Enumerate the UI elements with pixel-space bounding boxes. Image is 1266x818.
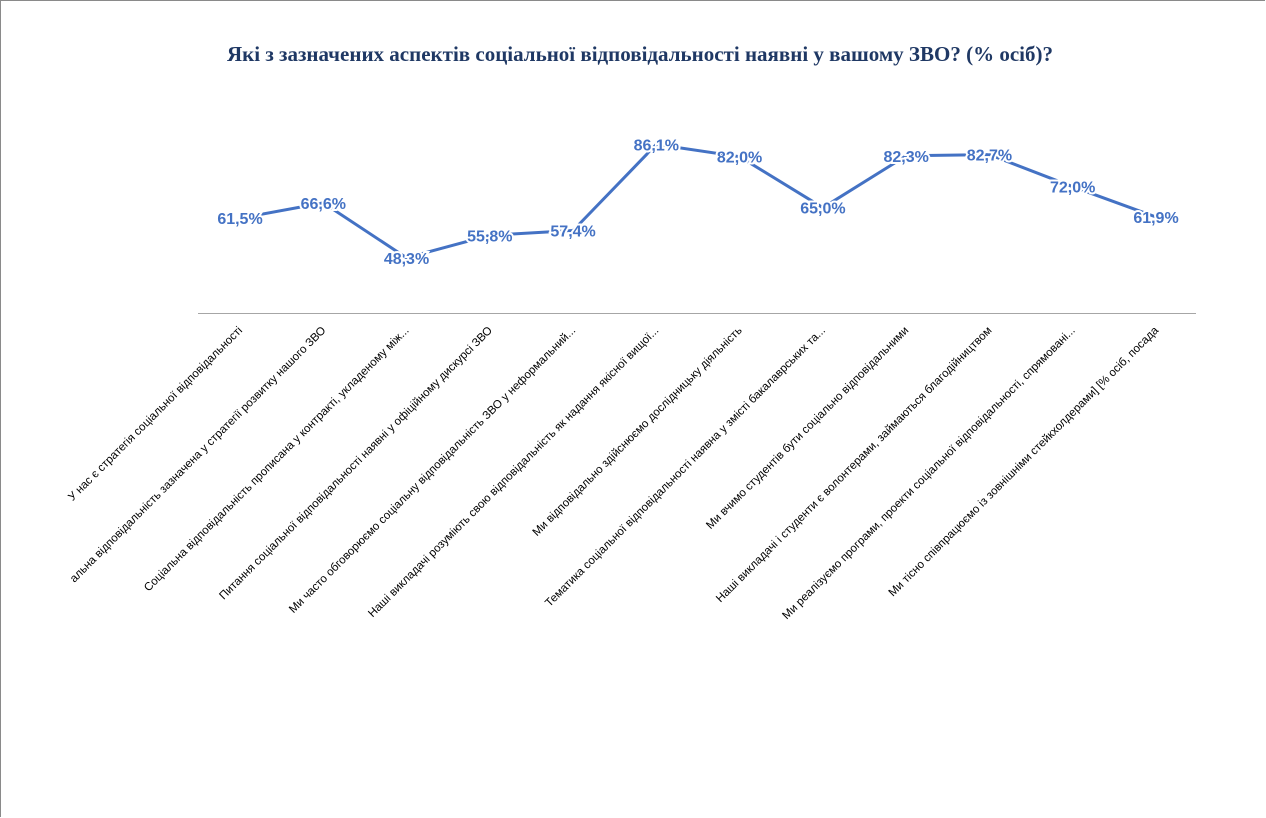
- data-label: 55,8%: [467, 228, 512, 245]
- data-point: [987, 153, 991, 157]
- data-point: [1071, 185, 1075, 189]
- data-point: [821, 206, 825, 210]
- category-label: Тематика соціальної відповідальності ная…: [543, 325, 828, 610]
- data-label: 48,3%: [384, 251, 429, 268]
- data-point: [904, 154, 908, 158]
- data-point: [571, 229, 575, 232]
- data-label: 61,5%: [217, 211, 262, 228]
- data-point: [321, 201, 325, 205]
- data-point: [405, 256, 408, 260]
- data-label: 61,9%: [1133, 210, 1178, 227]
- data-point: [238, 216, 242, 220]
- category-label: Наші викладачі і студенти є волонтерами,…: [714, 325, 994, 605]
- category-label: Наші викладачі розуміють свою відповідал…: [366, 325, 661, 620]
- category-label: Соціальна відповідальність прописана у к…: [142, 325, 411, 594]
- data-label: 82,3%: [884, 149, 929, 166]
- data-point: [738, 155, 742, 159]
- category-label: Ми часто обговорюємо соціальну відповіда…: [287, 325, 578, 616]
- data-point: [488, 233, 492, 237]
- category-label: У нас є стратегія соціальної відповідаль…: [66, 325, 245, 504]
- data-label: 82,7%: [967, 148, 1012, 165]
- series-line: [239, 142, 1157, 260]
- data-label: 82,0%: [717, 150, 762, 167]
- data-label: 86,1%: [634, 137, 679, 154]
- data-label: 65,0%: [800, 201, 845, 218]
- chart-title: Які з зазначених аспектів соціальної від…: [227, 42, 1053, 66]
- category-label: Ми вчимо студентів бути соціально відпов…: [704, 325, 911, 532]
- data-label: 72,0%: [1050, 180, 1095, 197]
- data-point: [654, 142, 658, 146]
- category-label: Ми реалізуємо програми, проекти соціальн…: [780, 325, 1077, 622]
- data-label: 57,4%: [550, 224, 595, 241]
- category-label: Ми тісно співпрацюємо із зовнішніми стей…: [887, 324, 1162, 599]
- data-label: 66,6%: [301, 196, 346, 213]
- category-label: Питання соціальної відповідальності наяв…: [217, 325, 495, 603]
- data-point: [1154, 215, 1158, 219]
